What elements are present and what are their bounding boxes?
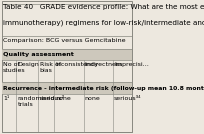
Text: Design: Design — [17, 62, 39, 67]
Text: Recurrence - intermediate risk (follow-up mean 10.8 months): Recurrence - intermediate risk (follow-u… — [3, 86, 204, 91]
Bar — [2, 82, 132, 94]
Text: serious³⁴: serious³⁴ — [114, 96, 142, 101]
Bar — [2, 49, 132, 60]
Text: randomised
trials: randomised trials — [17, 96, 55, 107]
Text: serious²: serious² — [40, 96, 65, 101]
Text: none: none — [85, 96, 101, 101]
Text: 1¹: 1¹ — [3, 96, 9, 101]
Text: Risk of
bias: Risk of bias — [40, 62, 61, 73]
Text: Indirectness: Indirectness — [85, 62, 123, 67]
Text: Table 40   GRADE evidence profile: What are the most effec…: Table 40 GRADE evidence profile: What ar… — [3, 4, 204, 10]
Text: No of
studies: No of studies — [3, 62, 26, 73]
Text: Comparison: BCG versus Gemcitabine: Comparison: BCG versus Gemcitabine — [3, 38, 126, 43]
Text: Imprecisi…: Imprecisi… — [114, 62, 149, 67]
Text: immunotherapy) regimens for low-risk/intermediate and hig…: immunotherapy) regimens for low-risk/int… — [3, 19, 204, 26]
Text: Inconsistency: Inconsistency — [55, 62, 99, 67]
Text: none: none — [55, 96, 71, 101]
Text: Quality assessment: Quality assessment — [3, 52, 74, 57]
FancyBboxPatch shape — [2, 1, 132, 132]
